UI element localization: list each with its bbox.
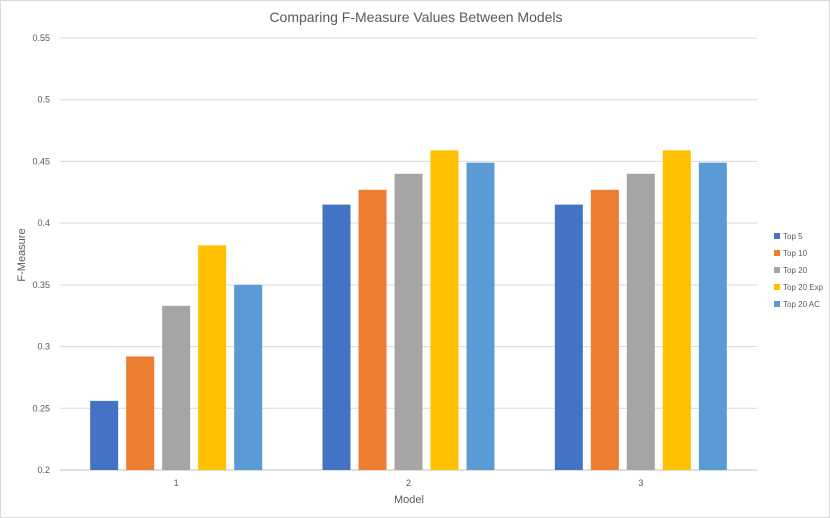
legend-item: Top 20 Exp [774,283,824,292]
legend-label: Top 20 Exp [783,283,824,292]
legend-item: Top 10 [774,249,808,258]
bar-top-20-exp-model-1 [198,245,227,470]
y-tick-label: 0.2 [37,465,50,475]
chart-title: Comparing F-Measure Values Between Model… [269,9,562,25]
bar-top-20-exp-model-2 [430,150,459,470]
bar-top-20-ac-model-3 [698,162,727,471]
x-tick-label: 3 [638,478,643,488]
bar-top-20-exp-model-3 [662,150,691,470]
legend-label: Top 10 [783,249,808,258]
y-tick-label: 0.3 [37,342,50,352]
bar-top-5-model-1 [90,400,119,470]
bar-top-10-model-1 [126,356,155,470]
x-tick-label: 2 [406,478,411,488]
bar-top-20-ac-model-2 [466,162,495,471]
legend-item: Top 20 AC [774,300,820,309]
legend-swatch [774,250,780,256]
bar-top-20-model-3 [626,173,655,470]
legend-label: Top 20 [783,266,808,275]
legend-label: Top 5 [783,232,803,241]
y-tick-label: 0.35 [32,280,50,290]
legend-swatch [774,233,780,239]
legend-item: Top 20 [774,266,808,275]
bar-top-20-model-1 [162,305,191,470]
y-axis-ticks: 0.2 0.25 0.3 0.35 0.4 0.45 0.5 0.55 [32,33,50,475]
bar-top-5-model-3 [554,204,583,470]
legend-label: Top 20 AC [783,300,820,309]
y-tick-label: 0.5 [37,95,50,105]
x-tick-label: 1 [174,478,179,488]
y-tick-label: 0.55 [32,33,50,43]
legend-swatch [774,267,780,273]
y-tick-label: 0.4 [37,218,50,228]
x-axis-ticks: 1 2 3 [174,478,644,488]
y-tick-label: 0.45 [32,156,50,166]
bar-top-5-model-2 [322,204,351,470]
legend-item: Top 5 [774,232,803,241]
y-axis-title: F-Measure [16,228,28,281]
bar-top-20-model-2 [394,173,423,470]
legend-swatch [774,284,780,290]
legend-swatch [774,301,780,307]
bars [90,150,727,471]
x-axis-title: Model [394,494,424,506]
y-tick-label: 0.25 [32,403,50,413]
bar-top-10-model-3 [590,189,619,470]
legend: Top 5 Top 10 Top 20 Top 20 Exp Top 20 AC [774,232,824,309]
bar-top-10-model-2 [358,189,387,470]
bar-top-20-ac-model-1 [234,284,263,470]
